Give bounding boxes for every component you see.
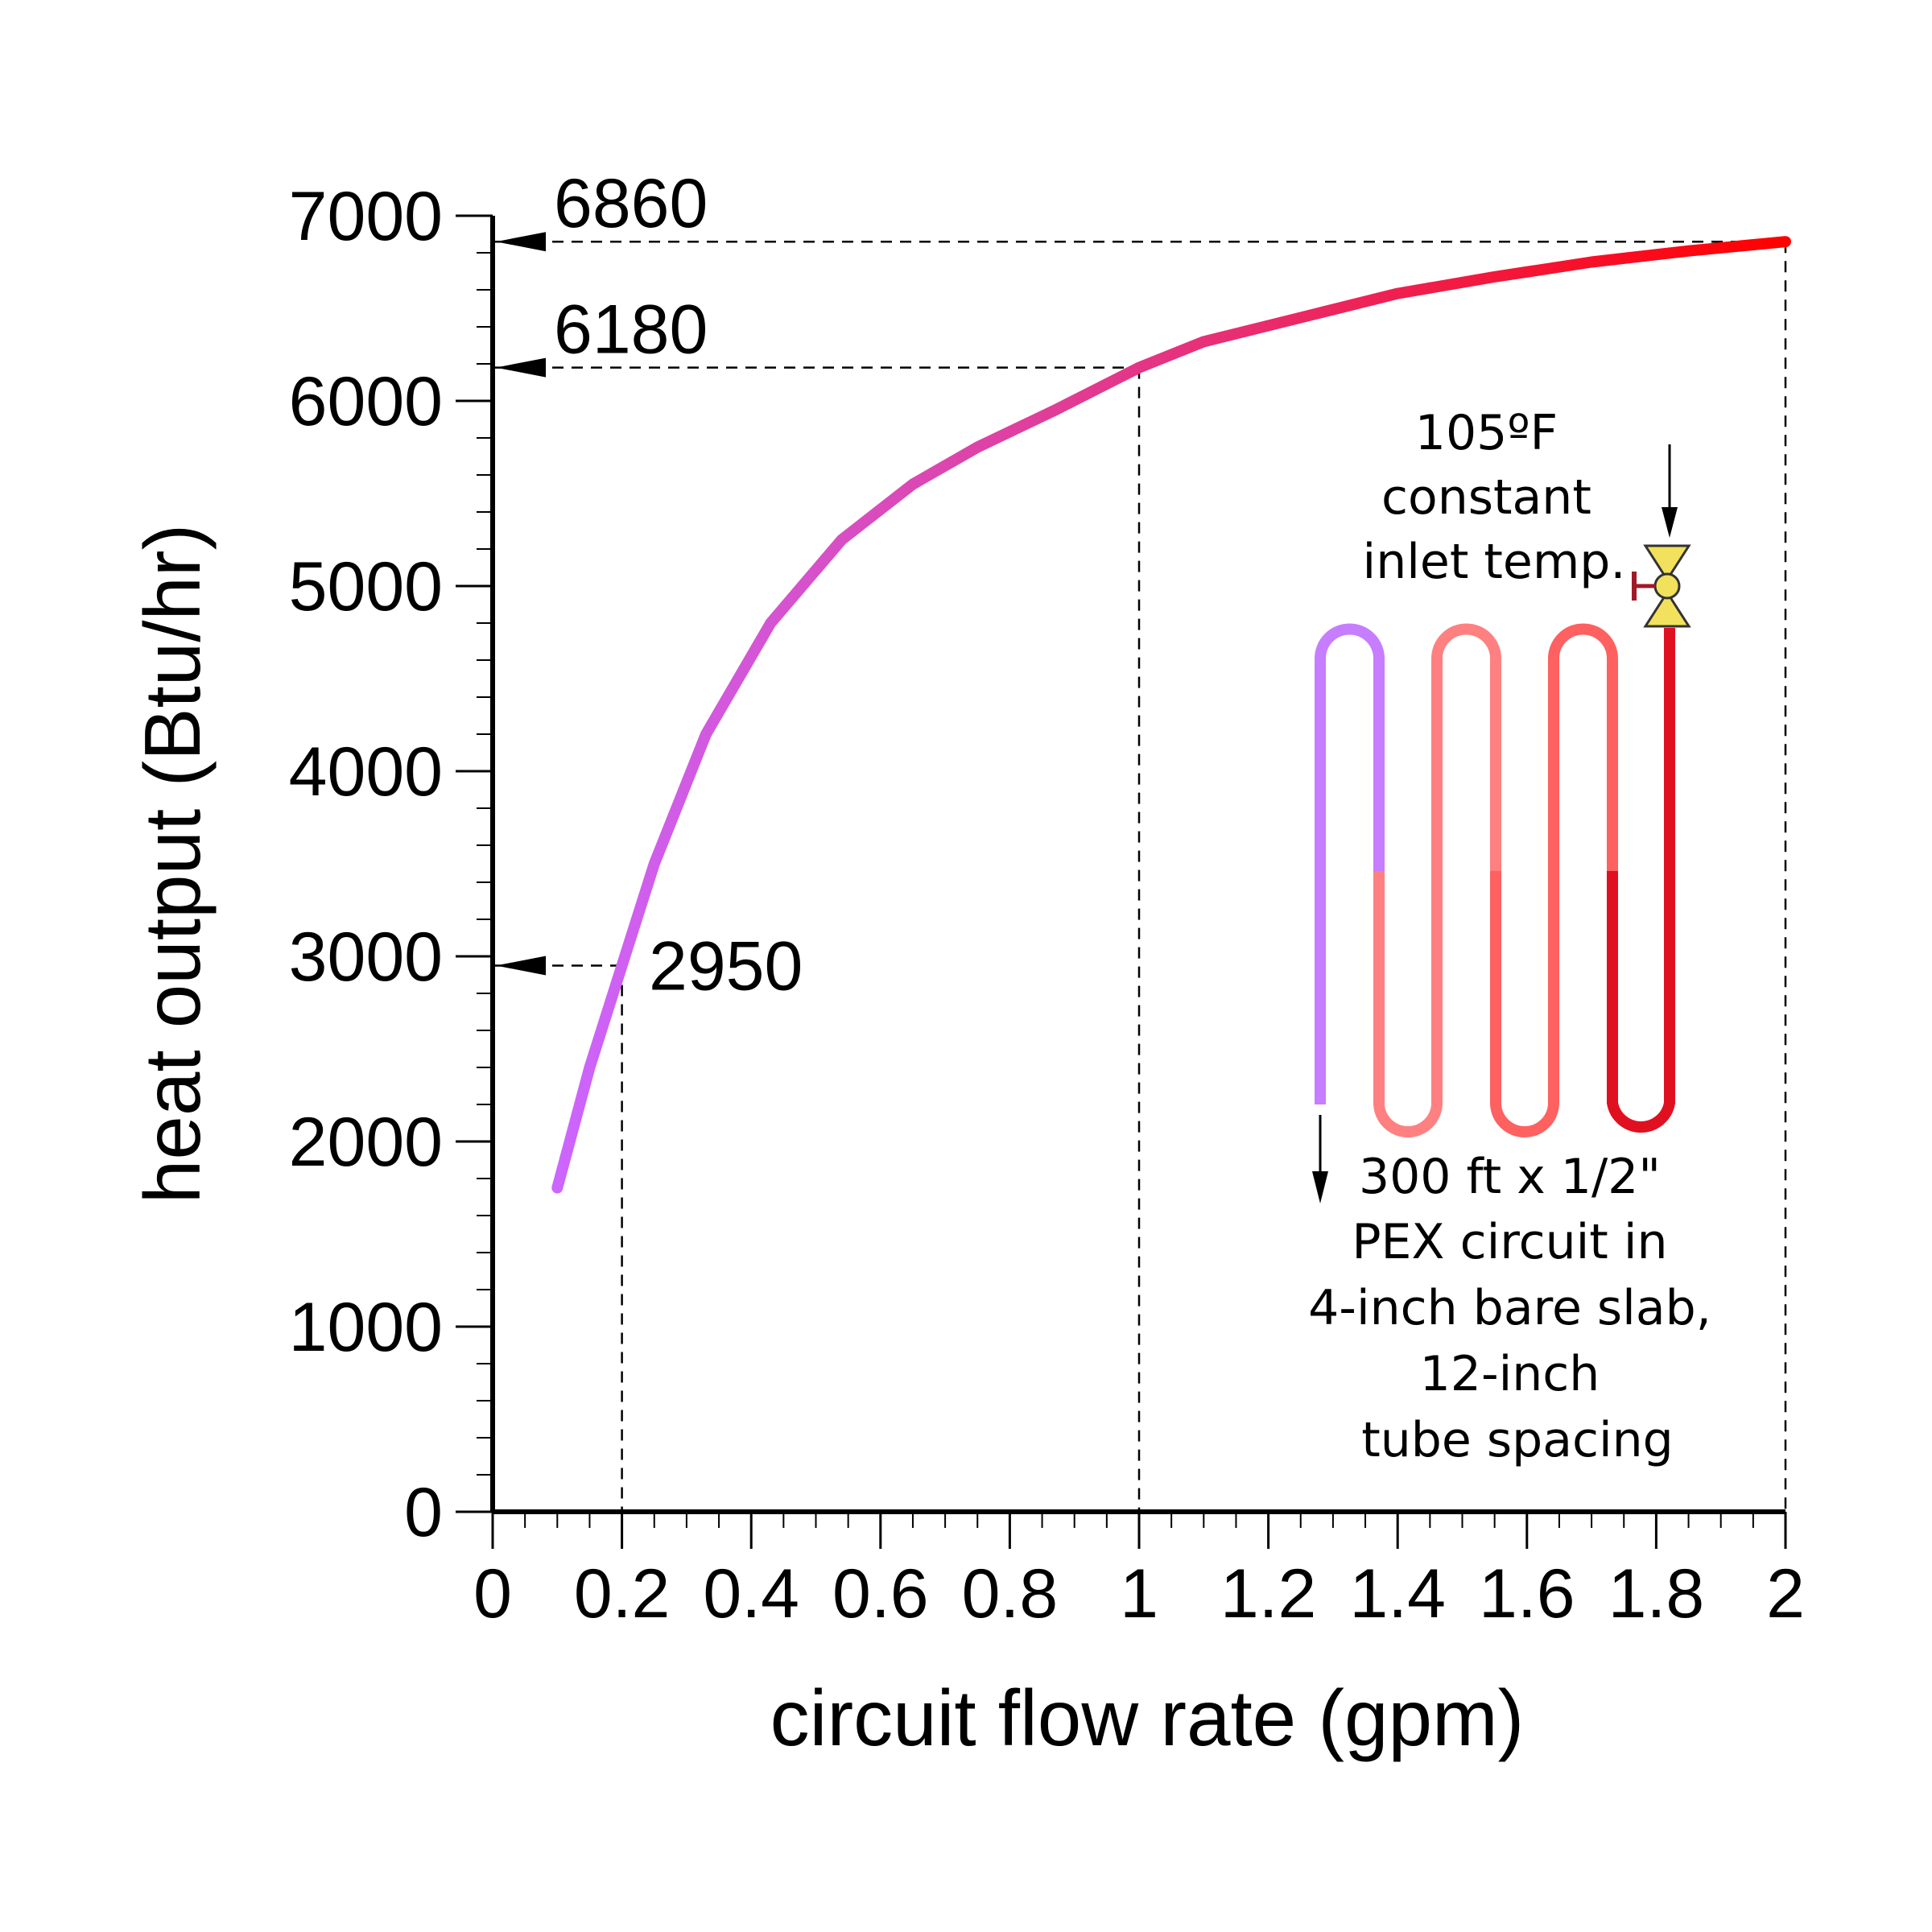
circuit-note: 300 ft x 1/2" PEX circuit in 4-inch bare… [1308, 1149, 1727, 1468]
callout-arrow-head [496, 357, 546, 378]
x-tick-label: 0.8 [962, 1555, 1059, 1633]
y-axis-tick-labels: 0 1000 2000 3000 4000 5000 6000 7000 [289, 178, 443, 1551]
y-tick-label: 3000 [289, 919, 443, 996]
circuit-note-line: PEX circuit in [1352, 1214, 1667, 1270]
callout-label: 2950 [649, 928, 803, 1005]
callout-arrow-head [496, 232, 546, 252]
y-axis-ticks [456, 214, 493, 1513]
callouts: 6860 6180 2950 [496, 165, 803, 1005]
y-axis-title: heat output (Btu/hr) [128, 524, 217, 1203]
y-tick-label: 7000 [289, 178, 443, 255]
inlet-note-line: constant [1381, 469, 1591, 526]
x-tick-label: 2 [1766, 1555, 1805, 1633]
circuit-note-line: 12-inch [1420, 1346, 1600, 1402]
x-tick-label: 0.6 [832, 1555, 929, 1633]
balancing-valve-icon [1632, 544, 1691, 628]
heat-output-curve [551, 236, 1791, 1194]
x-tick-label: 0.2 [574, 1555, 671, 1633]
x-tick-label: 1.6 [1479, 1555, 1575, 1633]
y-tick-label: 0 [404, 1474, 443, 1551]
circuit-note-line: 4-inch bare slab, [1308, 1280, 1711, 1336]
inlet-note-line: 105ºF [1415, 405, 1558, 461]
serpentine-tube [1315, 623, 1675, 1137]
callout-label: 6180 [554, 291, 708, 369]
tube-segment [1490, 623, 1618, 1137]
callout-arrow-head [496, 956, 546, 976]
y-tick-label: 6000 [289, 363, 443, 440]
inlet-note: 105ºF constant inlet temp. [1363, 405, 1626, 590]
y-tick-label: 4000 [289, 733, 443, 811]
y-tick-label: 2000 [289, 1104, 443, 1181]
tube-segment [1607, 628, 1675, 1133]
x-axis-tick-labels: 0 0.2 0.4 0.6 0.8 1 1.2 1.4 1.6 1.8 2 [473, 1555, 1805, 1633]
outlet-arrow-head [1312, 1171, 1328, 1203]
pex-circuit-diagram: 105ºF constant inlet temp. 300 ft x 1/2"… [1308, 405, 1727, 1468]
x-tick-label: 1 [1120, 1555, 1158, 1633]
x-tick-label: 0 [473, 1555, 512, 1633]
tube-segment [1315, 623, 1385, 1104]
callout-label: 6860 [554, 165, 708, 242]
x-tick-label: 1.2 [1220, 1555, 1317, 1633]
circuit-note-line: tube spacing [1361, 1412, 1674, 1468]
x-tick-label: 1.4 [1349, 1555, 1446, 1633]
tube-segment [1373, 623, 1501, 1137]
y-tick-label: 5000 [289, 548, 443, 625]
x-tick-label: 1.8 [1608, 1555, 1705, 1633]
x-axis-title: circuit flow rate (gpm) [770, 1674, 1525, 1762]
inlet-arrow-head [1662, 507, 1678, 538]
y-tick-label: 1000 [289, 1289, 443, 1366]
x-axis-ticks [491, 1512, 1787, 1549]
circuit-note-line: 300 ft x 1/2" [1359, 1149, 1661, 1205]
x-tick-label: 0.4 [703, 1555, 799, 1633]
inlet-note-line: inlet temp. [1363, 534, 1626, 590]
